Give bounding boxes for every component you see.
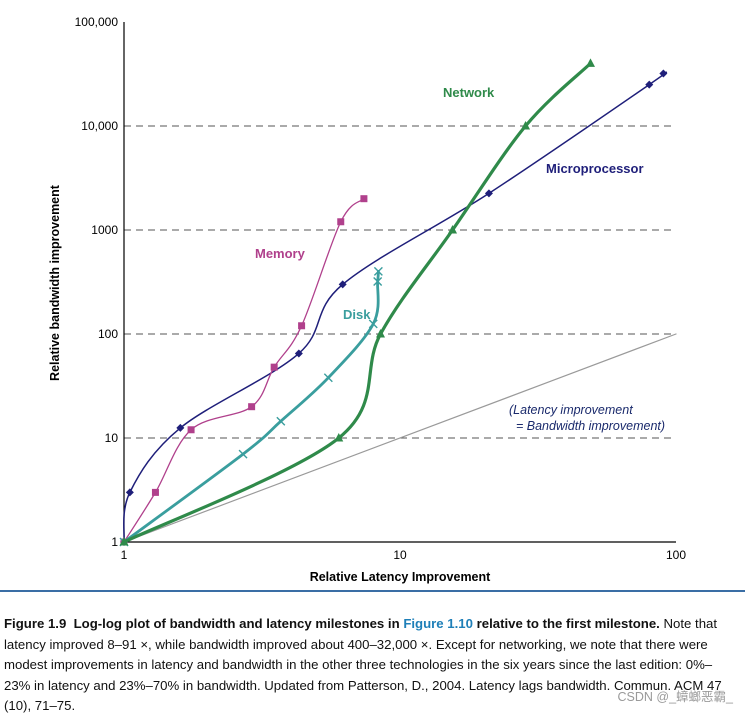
y-tick-labels: 1 10 100 1000 10,000 100,000 [75,15,119,549]
watermark: CSDN @_蟑螂恶霸_ [617,690,734,704]
microprocessor-point-1 [125,488,134,497]
microprocessor-point-2 [176,423,185,432]
y-tick-label: 100 [98,327,118,341]
network-point-5 [585,58,595,67]
microprocessor-line [123,71,668,543]
equality-line [123,333,677,543]
latency-improvement-bandwidth-improvement-series [123,333,677,543]
microprocessor-point-5 [484,189,493,198]
network-point-2 [376,329,386,338]
caption-body: Note that latency improved 8–91 ×, while… [4,616,722,714]
microprocessor-series [120,69,668,546]
microprocessor-point-6 [645,80,654,89]
microprocessor-point-7 [659,69,668,78]
memory-point-1 [151,488,159,496]
memory-series-label: Memory [255,246,306,261]
y-tick-label: 10,000 [81,119,118,133]
microprocessor-point-4 [338,280,347,289]
equality-annotation-line-2: = Bandwidth improvement) [516,419,665,433]
memory-point-5 [298,322,306,330]
disk-point-5 [373,276,383,286]
memory-point-4 [270,363,278,371]
disk-point-1 [238,449,248,459]
disk-series [119,266,383,547]
disk-series-label: Disk [343,307,371,322]
caption-figure-link[interactable]: Figure 1.10 [403,616,473,631]
y-tick-label: 10 [105,431,119,445]
log-log-chart: 1 10 100 1000 10,000 100,000 1 10 100 Relative … [48,15,687,584]
caption-title-part2: relative to the first milestone. [476,616,660,631]
y-tick-label: 100,000 [75,15,119,29]
disk-point-3 [323,373,333,383]
disk-point-6 [373,266,383,276]
memory-series [120,195,368,546]
network-point-1 [334,433,344,442]
memory-line [123,198,365,543]
x-tick-label: 1 [121,548,128,562]
disk-point-4 [368,319,378,329]
x-tick-labels: 1 10 100 [121,548,687,562]
network-line [122,61,593,544]
memory-point-2 [187,426,195,434]
network-point-3 [448,225,458,234]
network-series-label: Network [443,85,495,100]
caption-title-part1: Log-log plot of bandwidth and latency mi… [73,616,400,631]
y-tick-label: 1000 [91,223,118,237]
caption-figure-number: Figure 1.9 [4,616,67,631]
microprocessor-point-3 [294,349,303,358]
disk-point-2 [276,416,286,426]
network-point-4 [521,121,531,130]
memory-point-6 [337,218,345,226]
figure-caption: Figure 1.9 Log-log plot of bandwidth and… [4,614,734,717]
network-point-0 [119,537,129,546]
equality-annotation-line-1: (Latency improvement [509,403,633,417]
memory-point-3 [248,403,256,411]
series-layer [119,58,668,547]
x-tick-label: 100 [666,548,686,562]
memory-point-7 [360,195,368,203]
microprocessor-series-label: Microprocessor [546,161,644,176]
x-tick-label: 10 [393,548,407,562]
latency-improvement-bandwidth-improvement-line [123,333,677,543]
x-axis-title: Relative Latency Improvement [310,570,491,584]
network-series [119,58,595,546]
axes [123,22,676,543]
y-axis-title: Relative bandwidth improvement [48,184,62,381]
y-tick-label: 1 [111,535,118,549]
caption-divider [0,590,745,592]
